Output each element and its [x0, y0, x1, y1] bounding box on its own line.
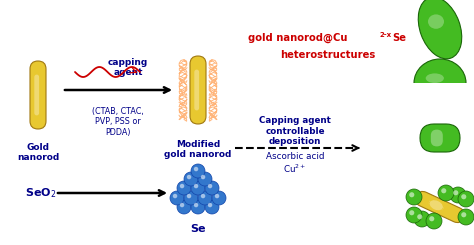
FancyBboxPatch shape [431, 130, 443, 147]
Text: +: + [191, 165, 206, 183]
Text: Gold
nanorod: Gold nanorod [17, 143, 59, 162]
FancyBboxPatch shape [194, 70, 199, 110]
Circle shape [194, 167, 198, 171]
Circle shape [191, 200, 205, 214]
Text: heterostructures: heterostructures [280, 50, 375, 60]
Text: Se: Se [392, 33, 406, 43]
Circle shape [417, 214, 422, 219]
Circle shape [406, 189, 422, 205]
FancyBboxPatch shape [30, 61, 46, 129]
Circle shape [194, 203, 198, 207]
Circle shape [429, 216, 434, 221]
Circle shape [198, 191, 212, 205]
Text: SeO$_2$: SeO$_2$ [25, 186, 56, 200]
FancyBboxPatch shape [428, 199, 445, 211]
Text: Ascorbic acid
Cu$^{2+}$: Ascorbic acid Cu$^{2+}$ [266, 152, 324, 175]
Circle shape [177, 200, 191, 214]
Circle shape [461, 212, 466, 217]
Text: gold nanorod@Cu: gold nanorod@Cu [248, 33, 347, 43]
Text: Se: Se [190, 224, 206, 234]
Circle shape [201, 175, 205, 179]
Circle shape [208, 184, 212, 188]
Circle shape [184, 172, 198, 186]
FancyBboxPatch shape [415, 191, 465, 223]
Circle shape [426, 213, 442, 229]
Circle shape [453, 190, 458, 195]
Circle shape [438, 185, 454, 201]
Circle shape [450, 187, 466, 203]
Text: capping
agent: capping agent [108, 58, 148, 77]
Ellipse shape [418, 0, 462, 59]
Circle shape [414, 211, 430, 227]
Circle shape [441, 188, 447, 193]
Circle shape [170, 191, 184, 205]
Circle shape [187, 175, 191, 179]
Circle shape [406, 207, 422, 223]
Circle shape [205, 181, 219, 195]
Ellipse shape [428, 14, 444, 29]
Circle shape [198, 172, 212, 186]
Circle shape [180, 203, 184, 207]
Circle shape [461, 194, 466, 199]
Circle shape [409, 192, 414, 197]
FancyBboxPatch shape [190, 56, 206, 124]
Circle shape [208, 203, 212, 207]
Circle shape [212, 191, 226, 205]
Circle shape [187, 194, 191, 198]
Ellipse shape [426, 74, 444, 83]
Circle shape [184, 191, 198, 205]
Bar [412, 83, 468, 111]
Circle shape [180, 184, 184, 188]
Circle shape [177, 181, 191, 195]
Circle shape [458, 191, 474, 207]
FancyBboxPatch shape [34, 74, 39, 115]
Circle shape [194, 184, 198, 188]
Circle shape [458, 209, 474, 225]
FancyBboxPatch shape [420, 124, 460, 152]
Text: Capping agent
controllable
deposition: Capping agent controllable deposition [259, 116, 331, 146]
Text: 2-x: 2-x [380, 32, 392, 38]
Circle shape [191, 164, 205, 178]
Circle shape [409, 210, 414, 215]
Text: (CTAB, CTAC,
PVP, PSS or
PDDA): (CTAB, CTAC, PVP, PSS or PDDA) [92, 107, 144, 137]
Circle shape [205, 200, 219, 214]
Ellipse shape [414, 59, 466, 107]
Circle shape [173, 194, 177, 198]
Circle shape [215, 194, 219, 198]
Circle shape [191, 181, 205, 195]
Circle shape [201, 194, 205, 198]
Text: Modified
gold nanorod: Modified gold nanorod [164, 140, 232, 159]
